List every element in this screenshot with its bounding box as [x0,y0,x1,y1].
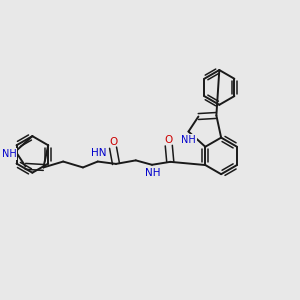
Text: NH: NH [181,135,196,146]
Text: O: O [165,135,173,145]
Text: NH: NH [145,168,160,178]
Text: O: O [109,137,117,147]
Text: HN: HN [91,148,106,158]
Text: NH: NH [2,149,16,159]
